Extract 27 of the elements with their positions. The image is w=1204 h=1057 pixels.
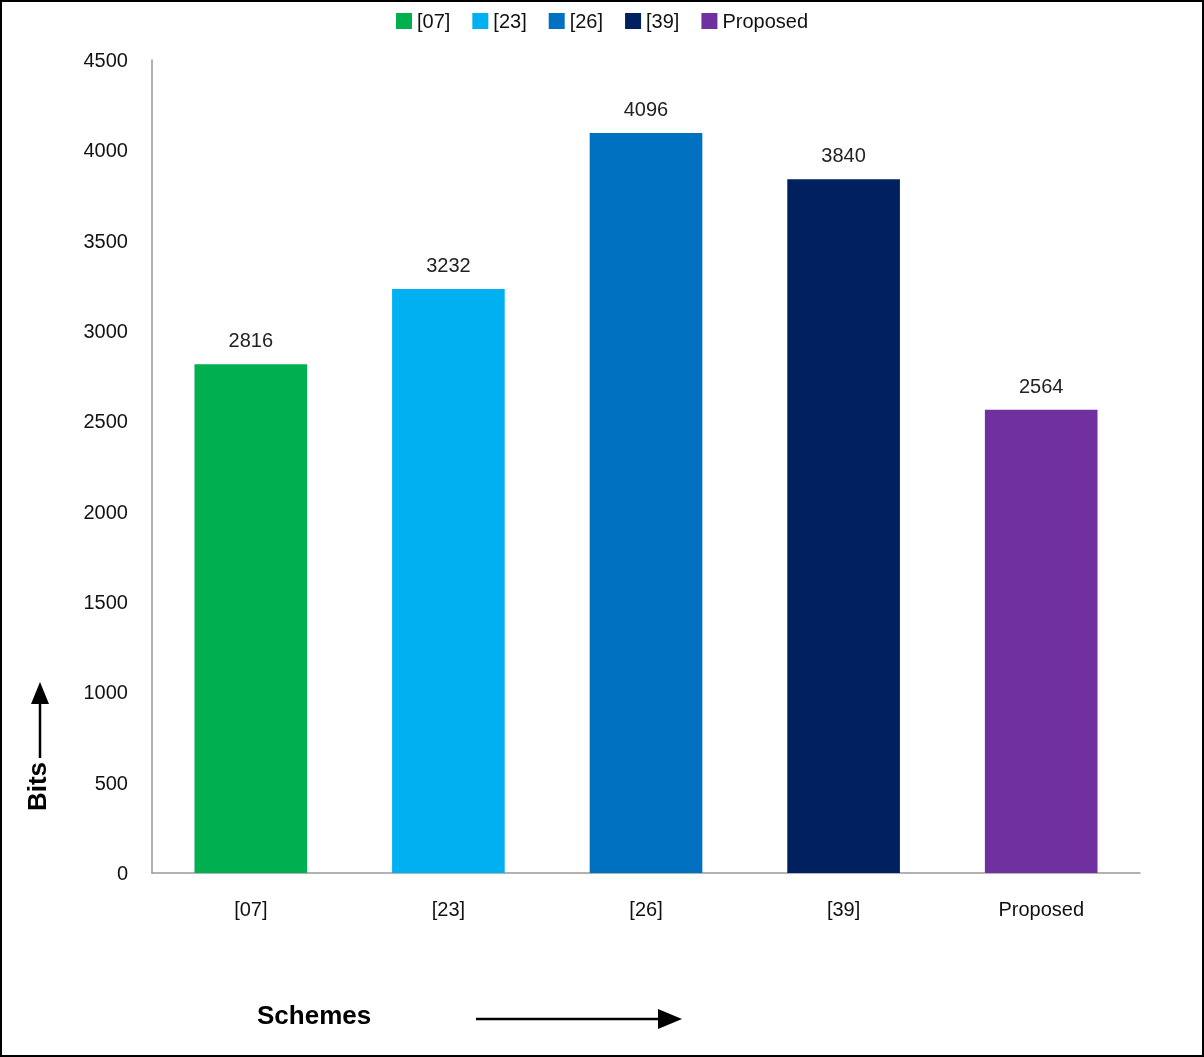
legend-label: [23] xyxy=(493,10,527,32)
data-label: 3840 xyxy=(821,144,866,167)
legend-label: Proposed xyxy=(722,10,809,32)
data-label: 3232 xyxy=(426,254,471,277)
x-tick-label: Proposed xyxy=(998,898,1085,920)
x-tick-label: [39] xyxy=(826,898,861,920)
legend-label: [39] xyxy=(646,10,680,32)
y-tick-label: 1000 xyxy=(83,681,128,704)
y-tick-label: 4500 xyxy=(83,49,128,71)
x-tick-label: [26] xyxy=(629,898,663,920)
y-tick-label: 2500 xyxy=(83,410,128,433)
x-tick-label: [23] xyxy=(431,898,466,920)
y-tick-label: 1500 xyxy=(83,591,128,613)
data-label: 2564 xyxy=(1018,374,1064,397)
legend-label: [07] xyxy=(416,10,451,32)
data-label: 2816 xyxy=(228,329,274,352)
legend-label: [26] xyxy=(569,10,604,32)
y-tick-label: 4000 xyxy=(83,139,128,162)
y-tick-label: 3500 xyxy=(83,229,128,252)
y-tick-label: 500 xyxy=(94,771,128,794)
x-axis-title: Schemes xyxy=(257,1000,372,1030)
y-axis-title: Bits xyxy=(22,761,52,812)
y-tick-label: 0 xyxy=(116,862,128,884)
y-tick-label: 2000 xyxy=(83,500,128,523)
data-label: 4096 xyxy=(623,97,669,120)
y-tick-label: 3000 xyxy=(83,320,128,342)
x-tick-label: [07] xyxy=(234,898,268,920)
